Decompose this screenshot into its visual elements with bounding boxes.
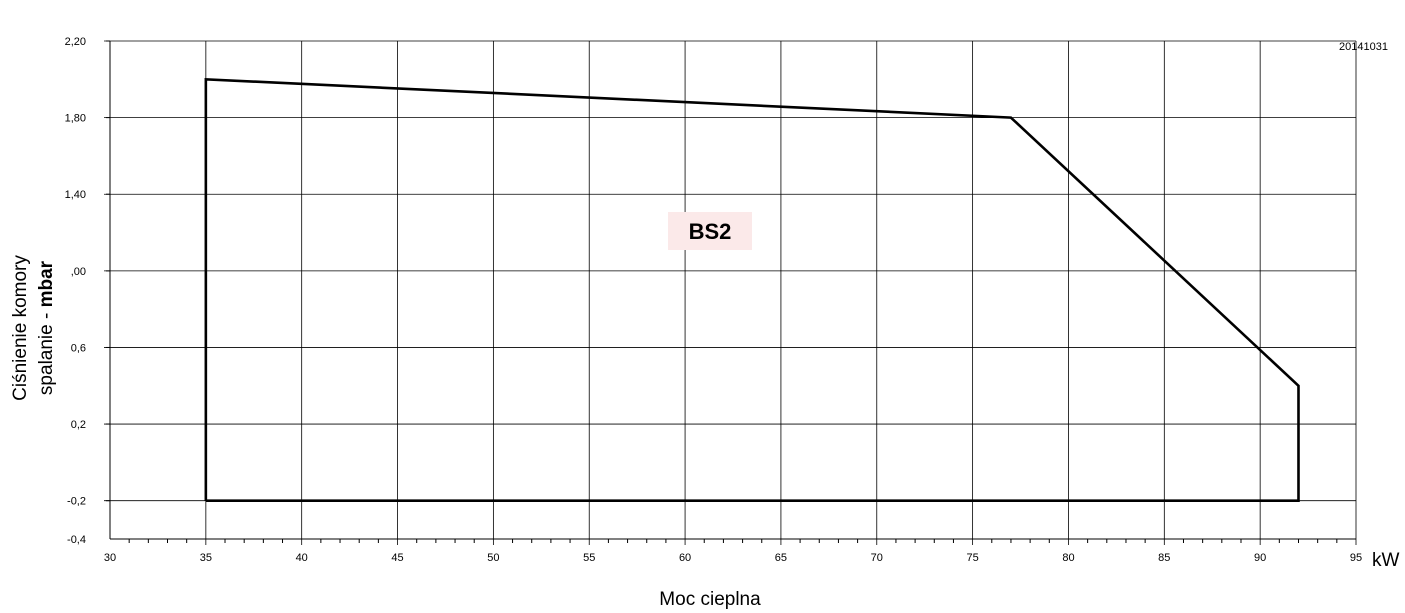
y-tick-label: 1,80 [65, 113, 86, 125]
grid [104, 40, 1357, 545]
x-tick-label: 65 [775, 552, 787, 564]
x-tick-label: 30 [104, 552, 116, 564]
x-tick-label: 80 [1062, 552, 1074, 564]
y-axis-title-prefix: spalanie - [36, 307, 57, 395]
x-tick-label: 55 [583, 552, 595, 564]
x-tick-label: 40 [296, 552, 308, 564]
region-label-background [668, 212, 752, 250]
y-axis-title-line1: Ciśnienie komory [10, 255, 31, 401]
y-tick-label: 2,20 [65, 36, 86, 48]
x-tick-label: 95 [1350, 552, 1362, 564]
series [204, 77, 1300, 502]
y-tick-label: -0,2 [67, 496, 86, 508]
x-axis-title: Moc cieplna [659, 589, 761, 610]
x-tick-label: 50 [487, 552, 499, 564]
x-tick-label: 35 [200, 552, 212, 564]
y-tick-label: ,00 [71, 266, 86, 278]
labels: 30 35 40 45 50 55 60 65 70 75 80 85 90 95 2,20 1,80 1,40… [65, 36, 1363, 564]
x-tick-label: 75 [966, 552, 978, 564]
y-tick-label: 1,40 [65, 189, 86, 201]
x-axis-unit: kW [1372, 550, 1400, 571]
y-tick-label: -0,4 [67, 534, 86, 546]
region-label: BS2 [689, 219, 732, 244]
y-axis-title-line2: spalanie - mbar [36, 260, 57, 395]
x-tick-label: 45 [391, 552, 403, 564]
chart-code: 20141031 [1339, 41, 1388, 53]
x-tick-label: 85 [1158, 552, 1170, 564]
minor-ticks [106, 40, 1338, 543]
x-tick-label: 60 [679, 552, 691, 564]
y-tick-label: 0,2 [71, 419, 86, 431]
axes [109, 41, 1356, 540]
x-tick-label: 90 [1254, 552, 1266, 564]
y-axis-title-unit: mbar [36, 260, 57, 307]
x-tick-label: 70 [871, 552, 883, 564]
series-line [204, 77, 1300, 502]
y-tick-label: 0,6 [71, 342, 86, 354]
